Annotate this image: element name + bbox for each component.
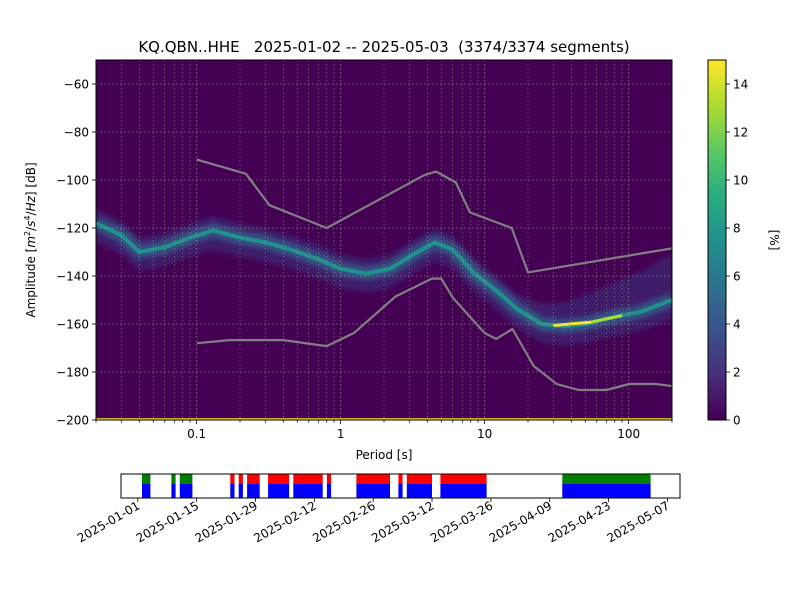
date-tick-label: 2025-01-15 <box>134 498 201 545</box>
coverage-bar-blue <box>171 484 176 498</box>
density-peak <box>590 314 623 324</box>
coverage-bar-red <box>326 474 332 484</box>
grid-lines <box>96 60 672 420</box>
coverage-bar-blue <box>562 484 651 498</box>
colorbar-tick-label: 14 <box>733 78 748 92</box>
date-tick-label: 2025-01-01 <box>75 498 142 545</box>
y-tick-label: −160 <box>56 318 89 332</box>
coverage-bar-red <box>268 474 290 484</box>
colorbar-tick-label: 10 <box>733 174 748 188</box>
date-tick-label: 2025-04-23 <box>546 498 613 545</box>
x-tick-label: 10 <box>477 427 492 441</box>
coverage-bar-red <box>247 474 260 484</box>
coverage-bar-blue <box>326 484 332 498</box>
coverage-bar-red <box>230 474 235 484</box>
colorbar-tick-label: 8 <box>733 222 741 236</box>
y-tick-label: −140 <box>56 270 89 284</box>
coverage-bar-blue <box>440 484 487 498</box>
coverage-bar-red <box>440 474 487 484</box>
mode-curve <box>96 221 672 329</box>
colorbar-tick-label: 2 <box>733 366 741 380</box>
y-tick-label: −60 <box>64 78 89 92</box>
y-axis-ticks: −200 −180 −160 −140 −120 −100 −80 −60 <box>56 78 96 428</box>
colorbar-gradient <box>707 59 727 421</box>
colorbar-label: [%] <box>767 230 781 251</box>
coverage-bar-green <box>171 474 176 484</box>
colorbar-tick-label: 12 <box>733 126 748 140</box>
coverage-bar-red <box>398 474 403 484</box>
coverage-bar-red <box>293 474 323 484</box>
date-tick-label: 2025-02-26 <box>310 498 377 545</box>
coverage-bar-green <box>142 474 151 484</box>
x-axis-ticks: 0.1 1 10 100 <box>95 420 673 441</box>
coverage-bar-blue <box>230 484 235 498</box>
coverage-bar-blue <box>406 484 432 498</box>
coverage-bar-blue <box>293 484 323 498</box>
y-tick-label: −200 <box>56 414 89 428</box>
coverage-bar-blue <box>238 484 243 498</box>
coverage-bar-red <box>356 474 390 484</box>
coverage-bar-blue <box>268 484 290 498</box>
noise-models <box>196 158 672 392</box>
x-tick-label: 1 <box>337 427 345 441</box>
date-tick-label: 2025-04-09 <box>487 498 554 545</box>
coverage-bar-blue <box>179 484 193 498</box>
date-tick-label: 2025-05-07 <box>604 498 671 545</box>
noise-model-nlnm <box>196 277 672 392</box>
colorbar-tick-label: 0 <box>733 414 741 428</box>
coverage-bar-blue <box>247 484 260 498</box>
y-axis-label: Amplitude [m2/s4/Hz] [dB] <box>23 162 38 317</box>
y-tick-label: −180 <box>56 366 89 380</box>
date-tick-label: 2025-02-12 <box>251 498 318 545</box>
date-axis-ticks: 2025-01-012025-01-152025-01-292025-02-12… <box>75 498 672 545</box>
coverage-bar-blue <box>356 484 390 498</box>
y-tick-label: −100 <box>56 174 89 188</box>
x-axis-label: Period [s] <box>356 448 413 462</box>
colorbar-ticks: 0 2 4 6 8 10 12 14 <box>726 78 748 428</box>
colorbar-tick-label: 6 <box>733 270 741 284</box>
coverage-bar-blue <box>398 484 403 498</box>
colorbar-tick-label: 4 <box>733 318 741 332</box>
chart-title: KQ.QBN..HHE 2025-01-02 -- 2025-05-03 (33… <box>138 38 629 56</box>
coverage-bar-red <box>406 474 432 484</box>
coverage-bars <box>142 474 651 498</box>
coverage-bar-green <box>562 474 651 484</box>
coverage-bar-green <box>179 474 193 484</box>
date-tick-label: 2025-03-12 <box>369 498 436 545</box>
coverage-frame <box>120 473 681 499</box>
coverage-bar-blue <box>142 484 151 498</box>
colorbar: 0 2 4 6 8 10 12 14 [%] <box>707 59 781 428</box>
psd-plot: 0.1 1 10 100 −200 −180 −160 −140 −120 −100 −80 −60… <box>23 59 673 462</box>
coverage-plot: 2025-01-012025-01-152025-01-292025-02-12… <box>75 473 681 545</box>
x-tick-label: 100 <box>617 427 640 441</box>
coverage-bar-red <box>238 474 243 484</box>
date-tick-label: 2025-01-29 <box>193 498 260 545</box>
y-tick-label: −120 <box>56 222 89 236</box>
x-tick-label: 0.1 <box>187 427 206 441</box>
date-tick-label: 2025-03-26 <box>428 498 495 545</box>
y-tick-label: −80 <box>64 126 89 140</box>
noise-model-nhnm <box>196 158 672 274</box>
